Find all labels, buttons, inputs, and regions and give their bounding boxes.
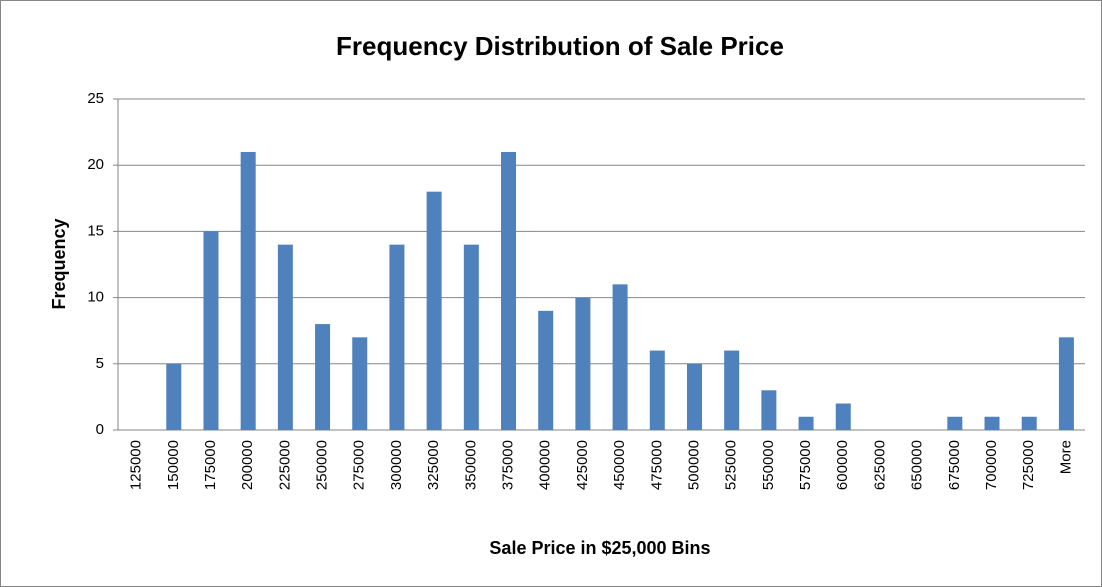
bar [166, 363, 182, 430]
x-axis-label: Sale Price in $25,000 Bins [489, 538, 710, 558]
bar [426, 191, 442, 430]
x-tick-label: 550000 [760, 440, 777, 490]
bar [798, 416, 814, 430]
bar [761, 390, 777, 430]
bar [984, 416, 1000, 430]
x-tick-label: 500000 [685, 440, 702, 490]
bar [352, 337, 368, 430]
x-tick-label: 475000 [648, 440, 665, 490]
x-tick-label: 650000 [909, 440, 926, 490]
chart-title: Frequency Distribution of Sale Price [336, 31, 784, 61]
bar [724, 350, 740, 430]
bar [1058, 337, 1074, 430]
x-tick-label: 675000 [946, 440, 963, 490]
x-tick-label: 350000 [462, 440, 479, 490]
y-tick-label: 5 [96, 355, 104, 372]
y-tick-label: 0 [96, 421, 104, 438]
bar [649, 350, 665, 430]
bar [389, 244, 405, 430]
bar [575, 297, 591, 430]
y-tick-label: 20 [87, 156, 104, 173]
x-tick-label: 700000 [983, 440, 1000, 490]
bar [463, 244, 479, 430]
x-tick-label: 625000 [871, 440, 888, 490]
x-tick-label: 375000 [499, 440, 516, 490]
y-tick-label: 10 [87, 289, 104, 306]
x-tick-label: 400000 [537, 440, 554, 490]
x-tick-label: 325000 [425, 440, 442, 490]
bar [203, 231, 219, 430]
x-tick-label: 150000 [165, 440, 182, 490]
bar [501, 151, 517, 430]
bar [947, 416, 963, 430]
x-tick-label: 200000 [239, 440, 256, 490]
x-tick-label: 125000 [128, 440, 145, 490]
x-tick-label: More [1057, 440, 1074, 474]
x-tick-label: 275000 [351, 440, 368, 490]
x-tick-label: 300000 [388, 440, 405, 490]
x-tick-label: 450000 [611, 440, 628, 490]
bar [612, 284, 628, 430]
x-tick-label: 175000 [202, 440, 219, 490]
x-tick-label: 725000 [1020, 440, 1037, 490]
x-tick-label: 600000 [834, 440, 851, 490]
x-tick-label: 425000 [574, 440, 591, 490]
x-tick-label: 525000 [723, 440, 740, 490]
y-tick-label: 15 [87, 222, 104, 239]
y-tick-label: 25 [87, 90, 104, 107]
y-axis-label: Frequency [49, 218, 69, 309]
bar [686, 363, 702, 430]
bar [277, 244, 293, 430]
bar [240, 151, 256, 430]
bar [835, 403, 851, 430]
bar [538, 310, 554, 430]
x-tick-label: 225000 [276, 440, 293, 490]
bar [315, 324, 331, 430]
x-tick-label: 250000 [314, 440, 331, 490]
x-tick-label: 575000 [797, 440, 814, 490]
bar [1021, 416, 1037, 430]
